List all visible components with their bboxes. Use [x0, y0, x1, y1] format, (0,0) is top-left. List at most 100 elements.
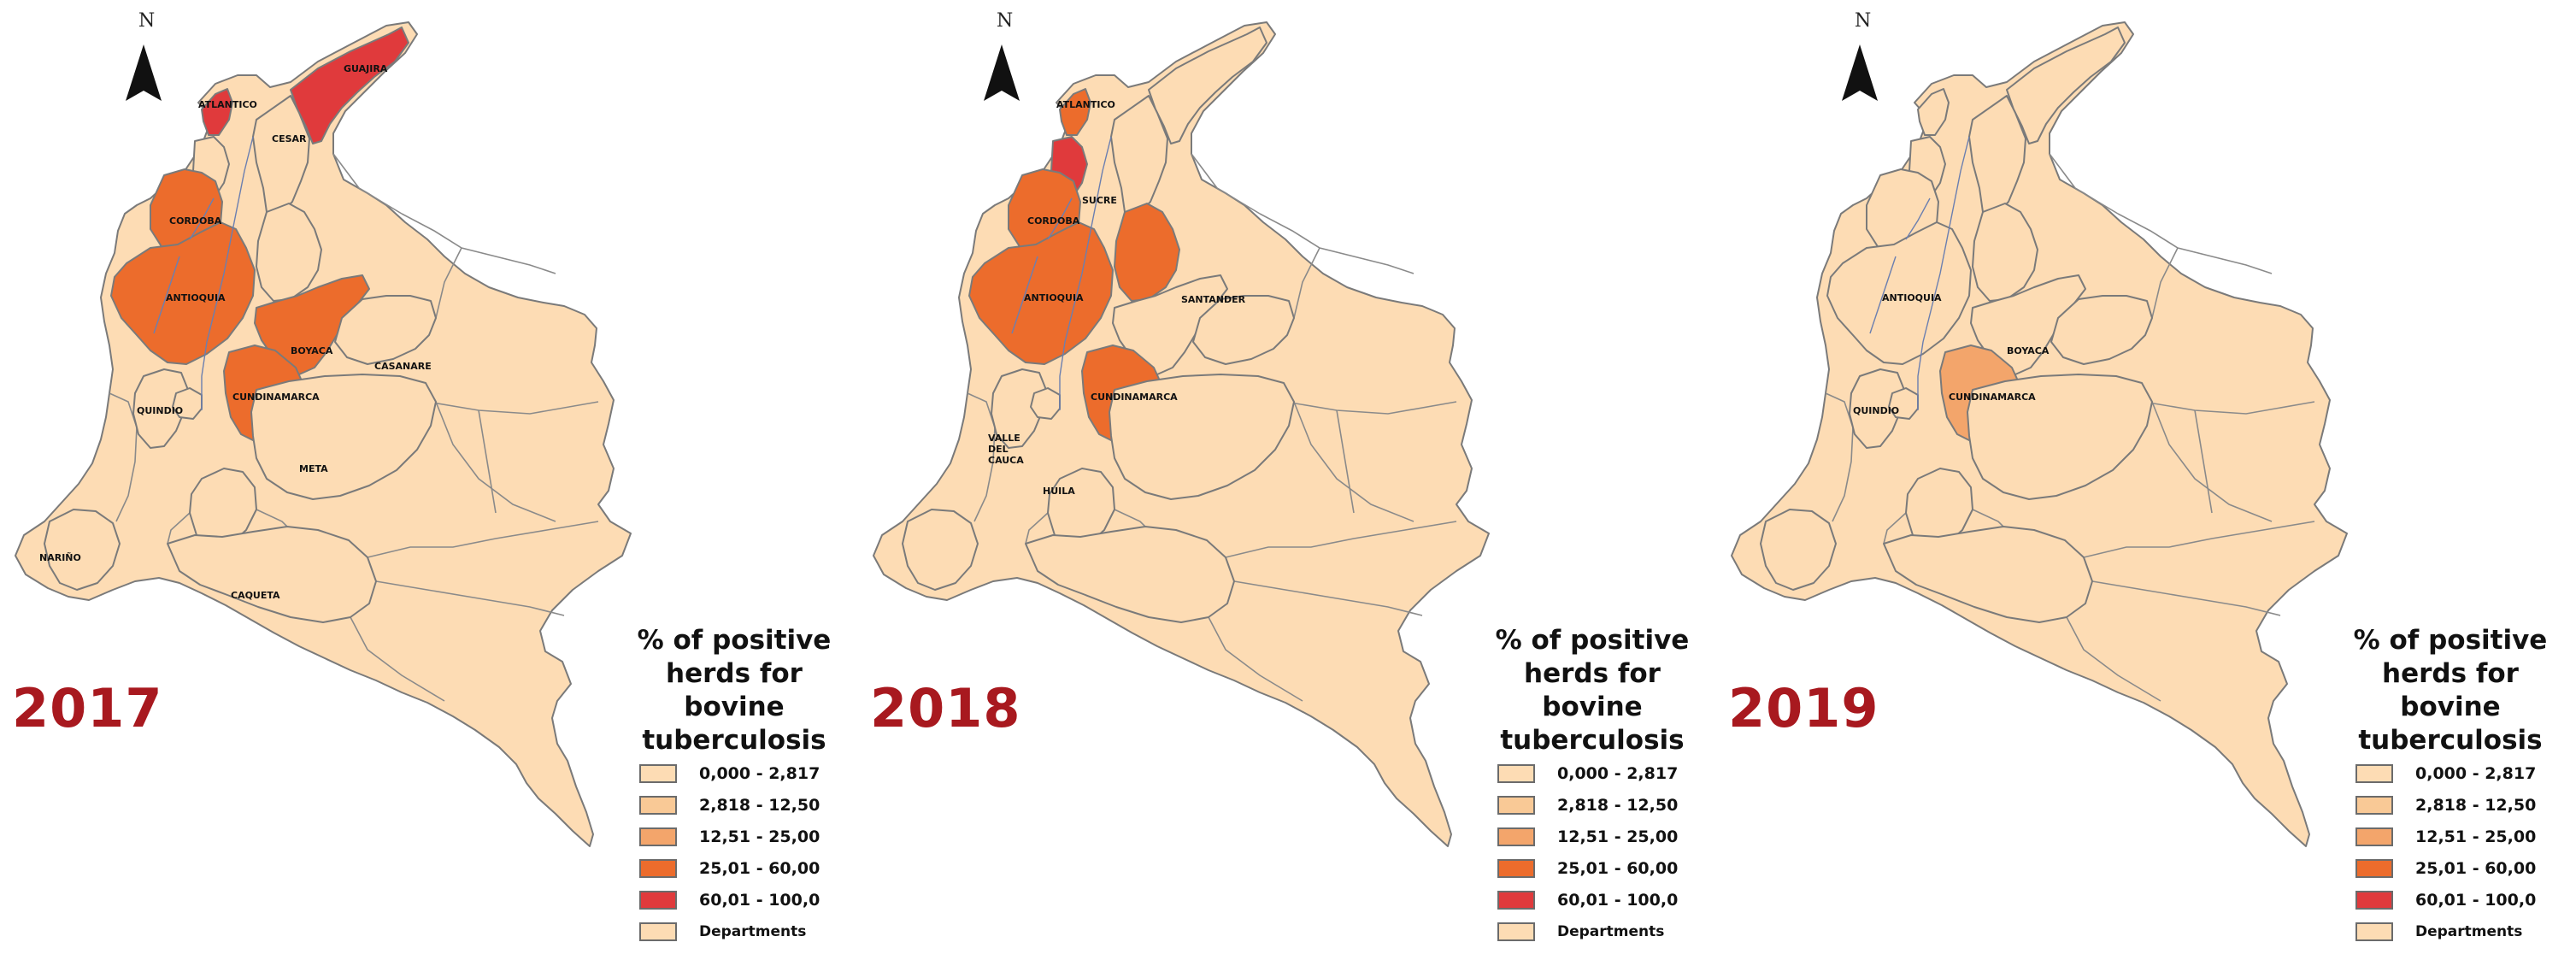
- legend-swatch: [1497, 827, 1535, 846]
- department-border: [1025, 512, 1049, 545]
- legend-title-line: herds for: [2382, 658, 2519, 689]
- legend-item: 0,000 - 2,817: [1485, 757, 1742, 789]
- legend-swatch: [1497, 922, 1535, 941]
- department-meta: [1967, 374, 2153, 500]
- legend: % of positive herds for bovine tuberculosis…: [1485, 624, 1742, 947]
- department-valle: [1849, 368, 1905, 449]
- legend-swatch: [639, 795, 677, 815]
- legend-item: 25,01 - 60,00: [2344, 852, 2576, 884]
- department-narino: [902, 509, 979, 591]
- year-label: 2017: [12, 677, 163, 739]
- department-guajira: [2006, 26, 2126, 144]
- department-casanare: [1192, 295, 1295, 365]
- legend-item: 60,01 - 100,0: [2344, 884, 2576, 916]
- legend-label: 60,01 - 100,0: [699, 890, 820, 910]
- legend-swatch: [2355, 763, 2393, 783]
- department-border: [426, 401, 599, 415]
- department-meta: [250, 374, 437, 500]
- department-border: [1191, 153, 1261, 215]
- department-border: [1114, 509, 1146, 527]
- legend-item: 12,51 - 25,00: [627, 821, 884, 852]
- legend-label: 12,51 - 25,00: [2415, 827, 2537, 846]
- north-letter: N: [1855, 10, 1872, 32]
- legend-swatch: [2355, 858, 2393, 878]
- legend-label: 25,01 - 60,00: [1557, 858, 1679, 878]
- department-casanare: [334, 295, 437, 365]
- department-antioquia: [110, 221, 256, 365]
- legend: % of positive herds for bovine tuberculosis…: [2344, 624, 2576, 947]
- department-atlantico: [201, 88, 233, 136]
- department-label-cordoba: CORDOBA: [169, 215, 222, 227]
- department-caqueta: [1025, 526, 1235, 623]
- legend-title-line: herds for: [666, 658, 803, 689]
- department-border: [2143, 401, 2315, 415]
- department-border: [967, 392, 996, 522]
- legend-label: 0,000 - 2,817: [2415, 763, 2537, 783]
- department-label-quindio: QUINDIO: [1853, 405, 1899, 416]
- department-border: [1259, 213, 1414, 274]
- department-border: [401, 213, 556, 274]
- legend-item: Departments: [1485, 916, 1742, 947]
- legend-label: 12,51 - 25,00: [699, 827, 820, 846]
- department-border: [1285, 401, 1457, 415]
- legend-swatch: [1497, 858, 1535, 878]
- department-label-quindio: QUINDIO: [137, 405, 183, 416]
- legend-label: 0,000 - 2,817: [699, 763, 820, 783]
- legend-item: Departments: [627, 916, 884, 947]
- department-border: [367, 521, 599, 558]
- legend-label: 2,818 - 12,50: [699, 795, 820, 815]
- legend-swatch: [2355, 795, 2393, 815]
- department-label-cesar: CESAR: [272, 133, 307, 144]
- north-letter: N: [997, 10, 1014, 32]
- river: [1917, 136, 1970, 410]
- department-label-cundinamarca: CUNDINAMARCA: [1091, 392, 1178, 403]
- colombia-map: GUAJIRA ATLANTICO CESAR CORDOBA ANTIOQUIA BOY…: [15, 21, 632, 847]
- department-antioquia: [1826, 221, 1972, 365]
- department-label-atlantico: ATLANTICO: [198, 99, 257, 110]
- department-label-narino: NARIÑO: [39, 552, 81, 563]
- department-border: [109, 392, 138, 522]
- department-border: [2066, 616, 2161, 702]
- department-guajira: [1148, 26, 1267, 144]
- legend-item: 2,818 - 12,50: [1485, 789, 1742, 821]
- department-label-boyaca: BOYACA: [2007, 345, 2050, 356]
- legend-item: 25,01 - 60,00: [627, 852, 884, 884]
- legend-swatch: [2355, 827, 2393, 846]
- department-border: [2151, 247, 2179, 319]
- legend-item: 25,01 - 60,00: [1485, 852, 1742, 884]
- legend-item: 0,000 - 2,817: [2344, 757, 2576, 789]
- legend-label: 60,01 - 100,0: [2415, 890, 2537, 910]
- department-border: [1225, 521, 1457, 558]
- department-caqueta: [1883, 526, 2093, 623]
- department-border: [1972, 509, 2004, 527]
- legend-swatch: [639, 827, 677, 846]
- department-border: [1336, 409, 1355, 514]
- department-antioquia: [968, 221, 1114, 365]
- legend-title-line: % of positive: [1495, 625, 1690, 656]
- department-quindio: [1888, 387, 1919, 420]
- department-valle: [132, 368, 189, 449]
- department-label-sucre: SUCRE: [1082, 195, 1117, 206]
- department-border: [332, 153, 403, 215]
- legend-label: Departments: [699, 922, 807, 940]
- legend-title: % of positive herds for bovine tuberculosis: [627, 624, 841, 757]
- department-meta: [1109, 374, 1295, 500]
- river: [189, 197, 215, 240]
- legend-label: 60,01 - 100,0: [1557, 890, 1679, 910]
- map-panel-2017: N GUAJIRA ATLANTICO CESAR CORDOBA ANTIOQUIA B…: [0, 0, 858, 954]
- department-cesar: [1110, 95, 1168, 216]
- department-cesar: [1968, 95, 2026, 216]
- legend-label: 2,818 - 12,50: [2415, 795, 2537, 815]
- department-atlantico: [1059, 88, 1091, 136]
- north-letter: N: [138, 10, 156, 32]
- department-border: [1293, 401, 1414, 522]
- department-border: [435, 247, 462, 319]
- department-border: [1208, 616, 1303, 702]
- department-narino: [1760, 509, 1837, 591]
- colombia-map: ANTIOQUIA BOYACA CUNDINAMARCA QUINDIO: [1731, 21, 2348, 847]
- legend-title-line: % of positive: [2353, 625, 2548, 656]
- department-guajira: [290, 26, 409, 144]
- legend-item: 2,818 - 12,50: [2344, 789, 2576, 821]
- legend-items: 0,000 - 2,817 2,818 - 12,50 12,51 - 25,00 2…: [627, 757, 884, 947]
- legend-swatch: [2355, 922, 2393, 941]
